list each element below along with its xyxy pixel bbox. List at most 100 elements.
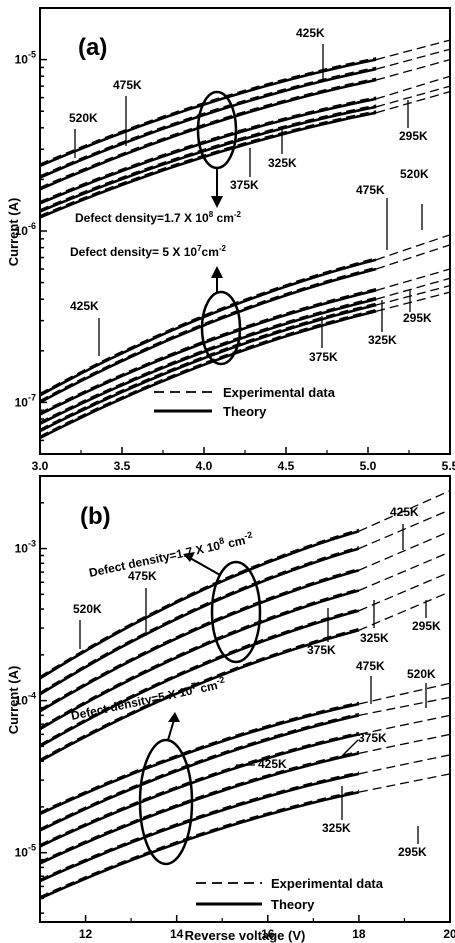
temp-label: 520K (69, 111, 98, 125)
leader-line (339, 739, 359, 759)
theory-line-high-475K (39, 547, 360, 696)
temperature-labels: 425K 475K 520K 375K 325K 295K 520K 475K … (73, 505, 441, 859)
experimental-line-high-475K (39, 66, 377, 177)
y-tick-labels: 10-5 10-4 10-3 (15, 539, 36, 860)
legend-experimental: Experimental data (223, 385, 336, 400)
x-tick-label: 18 (352, 927, 366, 941)
experimental-extension-low-520K (375, 234, 451, 261)
temp-label: 475K (128, 569, 157, 583)
theory-line-low-475K (39, 714, 360, 832)
temp-label: 325K (268, 156, 297, 170)
ellipse-high-group (210, 560, 262, 664)
experimental-line-low-325K (39, 771, 360, 880)
temp-label: 475K (113, 78, 142, 92)
theory-line-low-325K (39, 772, 360, 883)
experimental-extension-low-295K (376, 291, 451, 312)
theory-line-low-425K (39, 733, 360, 848)
temp-label: 520K (400, 167, 429, 181)
experimental-extension-low-325K (358, 754, 451, 775)
defect-density-high: Defect density=1.7 X 108 cm-2 (75, 210, 242, 225)
temp-label: 375K (309, 350, 338, 364)
experimental-line-high-325K (39, 608, 360, 746)
arrow-up-left (167, 719, 175, 741)
experimental-line-low-520K (39, 701, 360, 813)
x-tick-label: 20 (443, 927, 455, 941)
experimental-line-high-325K (39, 104, 377, 211)
arrow-head-up (211, 266, 223, 278)
x-tick-label: 3.0 (32, 459, 49, 473)
experimental-line-high-520K (39, 528, 360, 678)
y-tick-label: 10-6 (15, 221, 36, 238)
ellipse-high-group (196, 90, 238, 170)
temp-label: 295K (399, 129, 428, 143)
theory-line-low-375K (39, 297, 377, 425)
axis-ticks (40, 475, 451, 922)
experimental-extension-low-375K (376, 277, 451, 300)
temp-label: 425K (70, 299, 99, 313)
experimental-extension-low-325K (376, 285, 451, 306)
experimental-line-low-475K (39, 266, 377, 402)
x-axis-title: Reverse voltage (V) (185, 928, 306, 943)
x-tick-label: 5.0 (360, 459, 377, 473)
ellipse-low-group (138, 738, 194, 866)
temp-label: 475K (356, 183, 385, 197)
experimental-line-low-425K (39, 287, 377, 414)
defect-density-high: Defect density=1.7 X 108 cm-2 (87, 529, 254, 579)
y-axis-title: Current (A) (6, 198, 21, 267)
experimental-extension-high-325K (376, 85, 451, 108)
arrow-head-up-left (168, 712, 180, 722)
temp-label: 520K (407, 667, 436, 681)
temp-label: 375K (307, 643, 336, 657)
theory-line-high-520K (39, 529, 360, 680)
temp-label: 325K (322, 821, 351, 835)
experimental-extension-high-520K (376, 39, 451, 61)
x-tick-label: 14 (170, 927, 184, 941)
x-tick-label: 4.0 (196, 459, 213, 473)
x-tick-label: 3.5 (114, 459, 131, 473)
experimental-extension-high-295K (376, 91, 451, 114)
theory-line-high-425K (39, 78, 377, 191)
theory-line-high-475K (39, 67, 377, 179)
experimental-extension-low-295K (358, 773, 451, 793)
temp-label: 295K (403, 311, 432, 325)
experimental-extension-high-475K (376, 48, 451, 70)
defect-density-low: Defect density= 5 X 107cm-2 (70, 244, 227, 259)
theory-line-high-425K (39, 568, 360, 713)
arrow-diag (189, 557, 221, 576)
theory-line-low-295K (39, 310, 377, 440)
experimental-line-high-475K (39, 546, 360, 694)
legend: Experimental data Theory (196, 876, 384, 912)
experimental-line-high-375K (39, 96, 377, 203)
legend-theory: Theory (271, 897, 315, 912)
temp-label: 425K (258, 757, 287, 771)
experimental-line-high-295K (39, 627, 360, 760)
y-tick-label: 10-4 (15, 691, 36, 708)
ellipse-low-group (200, 290, 242, 366)
panel-a: 10-7 10-6 10-5 3.0 3.5 4.0 4.5 5.0 5.5 (a) Curr… (6, 7, 455, 473)
theory-line-high-295K (39, 629, 360, 763)
temp-label: 375K (230, 178, 259, 192)
temp-label: 520K (73, 602, 102, 616)
experimental-line-high-520K (39, 57, 377, 165)
experimental-extension-low-475K (358, 696, 451, 716)
experimental-extension-low-425K (358, 714, 451, 735)
theory-line-high-295K (39, 111, 377, 219)
experimental-line-high-425K (39, 567, 360, 711)
temperature-labels: 425K 475K 520K 295K 325K 375K 475K 520K … (69, 26, 432, 364)
temp-label: 475K (356, 659, 385, 673)
panel-label: (a) (78, 34, 107, 61)
theory-line-low-295K (39, 790, 360, 900)
legend-theory: Theory (223, 404, 267, 419)
y-tick-labels: 10-7 10-6 10-5 (15, 50, 36, 410)
temp-label: 295K (398, 845, 427, 859)
legend: Experimental data Theory (154, 385, 336, 419)
x-tick-label: 12 (79, 927, 93, 941)
y-tick-label: 10-7 (15, 392, 36, 409)
axis-ticks (39, 7, 451, 455)
temp-label: 325K (368, 333, 397, 347)
arrow-head-down (211, 196, 223, 208)
experimental-line-low-520K (39, 257, 377, 395)
experimental-extension-low-425K (376, 268, 451, 292)
experimental-extension-low-475K (375, 244, 451, 270)
